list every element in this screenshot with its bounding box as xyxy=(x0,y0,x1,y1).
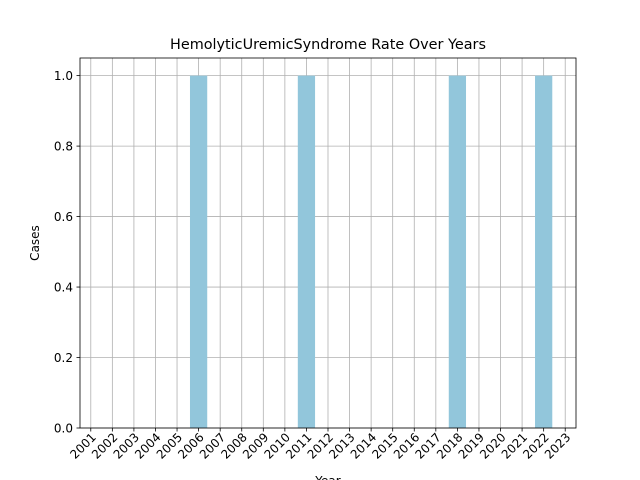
axes-frame xyxy=(79,57,577,429)
y-tick-label: 1.0 xyxy=(54,69,73,83)
bar xyxy=(535,75,553,428)
y-axis-label: Cases xyxy=(28,225,42,261)
chart-title: HemolyticUremicSyndrome Rate Over Years xyxy=(170,37,486,53)
plot-area: 0.00.20.40.60.81.02001200220032004200520… xyxy=(54,58,576,462)
bar xyxy=(189,75,208,428)
y-tick-label: 0.6 xyxy=(54,210,73,224)
x-axis-label: Year xyxy=(314,474,340,480)
y-tick-label: 0.2 xyxy=(54,351,73,365)
bar xyxy=(448,75,467,428)
y-tick-label: 0.8 xyxy=(54,140,73,154)
y-tick-label: 0.4 xyxy=(54,281,73,295)
bar xyxy=(297,75,316,428)
y-tick-label: 0.0 xyxy=(54,422,73,436)
